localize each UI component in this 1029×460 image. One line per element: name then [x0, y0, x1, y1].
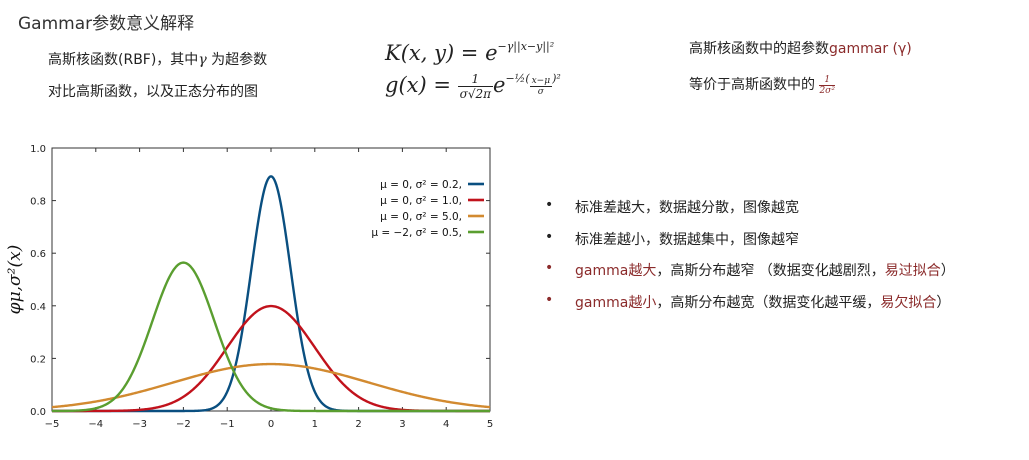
x-tick-label: −2: [176, 419, 191, 430]
note-gammar-term: gammar (γ): [829, 41, 912, 57]
rbf-kernel-formula: K(x, y) = e−γ||x−y||²: [385, 40, 554, 65]
bullet-list: • 标准差越大，数据越分散，图像越宽 • 标准差越小，数据越集中，图像越窄 • gamma…: [545, 197, 955, 323]
x-tick-label: 0: [268, 419, 274, 430]
bullet-dot-icon: •: [545, 260, 554, 276]
x-tick-label: 5: [487, 419, 493, 430]
y-tick-label: 0.2: [30, 354, 46, 365]
bullet-dot-icon: •: [545, 197, 554, 213]
legend-label: μ = 0, σ² = 1.0,: [380, 195, 462, 207]
y-tick-label: 0.6: [30, 249, 46, 260]
bullet-dot-icon: •: [545, 228, 554, 245]
intro-line-1-pre: 高斯核函数(RBF)，其中: [48, 52, 199, 68]
bullet-text: ，高斯分布越窄 （数据变化越剧烈，: [656, 263, 885, 279]
series-line-4: [52, 261, 490, 413]
bullet-item: • gamma越小，高斯分布越宽（数据变化越平缓，易欠拟合）: [545, 292, 955, 324]
bullet-item: • 标准差越大，数据越分散，图像越宽: [545, 197, 955, 229]
bullet-text: ）: [940, 263, 955, 279]
gaussian-coef-num: 1: [457, 72, 493, 87]
gaussian-lhs: g(x) =: [385, 73, 451, 97]
gaussian-exp-pre: −½(: [505, 72, 530, 85]
note-line-1-pre: 高斯核函数中的超参数: [689, 41, 829, 57]
bullet-text: 标准差越大，数据越分散，图像越宽: [575, 200, 799, 216]
x-tick-label: −4: [88, 419, 103, 430]
gaussian-exp-post: )²: [552, 72, 561, 85]
bullet-text: ）: [936, 294, 951, 311]
y-tick-label: 0.8: [30, 197, 46, 208]
gaussian-e: e: [493, 73, 506, 97]
bullet-accent-text: gamma越小: [575, 294, 657, 311]
gamma-symbol: γ: [198, 52, 207, 68]
normal-distribution-chart: −5 −4 −3 −2 −1 0 1 2 3 4 5 0.0 0.2 0.4 0.6 0.8 1.0 φμ,σ²(…: [5, 144, 493, 430]
legend-label: μ = −2, σ² = 0.5,: [371, 227, 462, 239]
y-tick-label: 0.4: [30, 302, 46, 313]
gaussian-coef-den: σ√2π: [459, 87, 491, 101]
x-tick-label: −5: [45, 419, 60, 430]
note-fraction-num: 1: [819, 75, 835, 86]
rbf-kernel-lhs: K(x, y) = e: [385, 41, 498, 65]
x-tick-label: 4: [443, 419, 449, 430]
bullet-dot-icon: •: [545, 291, 554, 308]
legend-label: μ = 0, σ² = 0.2,: [380, 179, 462, 191]
rbf-kernel-exponent: −γ||x−y||²: [497, 40, 555, 53]
note-fraction: 1 2σ²: [819, 75, 835, 96]
x-tick-label: 1: [312, 419, 318, 430]
gaussian-exp-frac: x−μ σ: [529, 76, 553, 97]
series-line-3: [51, 362, 491, 409]
legend-label: μ = 0, σ² = 5.0,: [380, 211, 462, 223]
intro-line-2: 对比高斯函数，以及正态分布的图: [48, 84, 258, 100]
gaussian-exp-num: x−μ: [529, 76, 553, 87]
y-tick-label: 0.0: [30, 407, 46, 418]
gaussian-exp-den: σ: [537, 87, 544, 97]
bullet-item: • gamma越大，高斯分布越窄 （数据变化越剧烈，易过拟合）: [545, 260, 955, 292]
bullet-accent-text: 易过拟合: [884, 263, 941, 279]
page-title: Gammar参数意义解释: [18, 14, 195, 34]
plot-frame: [51, 147, 491, 412]
note-line-2: 等价于高斯函数中的 1 2σ²: [689, 74, 835, 96]
bullet-accent-text: 易欠拟合: [880, 294, 937, 311]
bullet-accent-text: gamma越大: [575, 263, 657, 279]
intro-line-1: 高斯核函数(RBF)，其中γ 为超参数: [48, 49, 267, 69]
note-fraction-den: 2σ²: [819, 85, 835, 96]
intro-line-1-post: 为超参数: [206, 52, 268, 68]
gaussian-formula: g(x) = 1 σ√2π e−½(x−μ σ)²: [385, 72, 561, 101]
x-tick-label: −1: [220, 419, 235, 430]
bullet-text: ，高斯分布越宽（数据变化越平缓，: [656, 294, 881, 311]
x-tick-label: 3: [399, 419, 405, 430]
y-tick-label: 1.0: [30, 144, 46, 155]
note-line-1: 高斯核函数中的超参数gammar (γ): [689, 38, 912, 58]
x-tick-label: −3: [132, 419, 147, 430]
bullet-text: 标准差越小，数据越集中，图像越窄: [575, 231, 799, 248]
bullet-item: • 标准差越小，数据越集中，图像越窄: [545, 229, 955, 261]
x-tick-label: 2: [355, 419, 361, 430]
note-line-2-pre: 等价于高斯函数中的: [689, 77, 815, 93]
gaussian-coefficient: 1 σ√2π: [457, 72, 493, 101]
y-axis-label: φμ,σ²(x): [5, 245, 25, 315]
